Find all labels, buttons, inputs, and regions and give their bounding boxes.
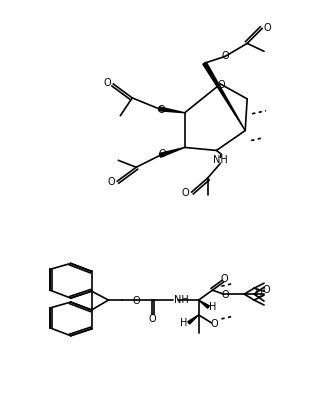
- Polygon shape: [203, 62, 245, 130]
- Text: O: O: [218, 80, 225, 90]
- Text: O: O: [148, 314, 156, 324]
- Polygon shape: [159, 107, 185, 113]
- Text: O: O: [182, 188, 189, 198]
- Text: NH: NH: [213, 155, 228, 165]
- Text: H: H: [180, 318, 188, 328]
- Text: O: O: [157, 105, 165, 115]
- Text: O: O: [211, 319, 218, 329]
- Text: O: O: [263, 22, 271, 33]
- Text: O: O: [221, 290, 229, 300]
- Text: O: O: [132, 296, 140, 306]
- Polygon shape: [188, 315, 199, 324]
- Text: O: O: [108, 177, 115, 187]
- Text: O: O: [262, 285, 270, 295]
- Polygon shape: [159, 147, 185, 157]
- Text: O: O: [254, 289, 262, 299]
- Text: NH: NH: [174, 295, 188, 305]
- Text: O: O: [158, 149, 166, 160]
- Polygon shape: [199, 300, 209, 308]
- Text: H: H: [209, 302, 216, 312]
- Text: O: O: [221, 51, 229, 61]
- Text: O: O: [220, 274, 228, 284]
- Text: O: O: [104, 78, 111, 88]
